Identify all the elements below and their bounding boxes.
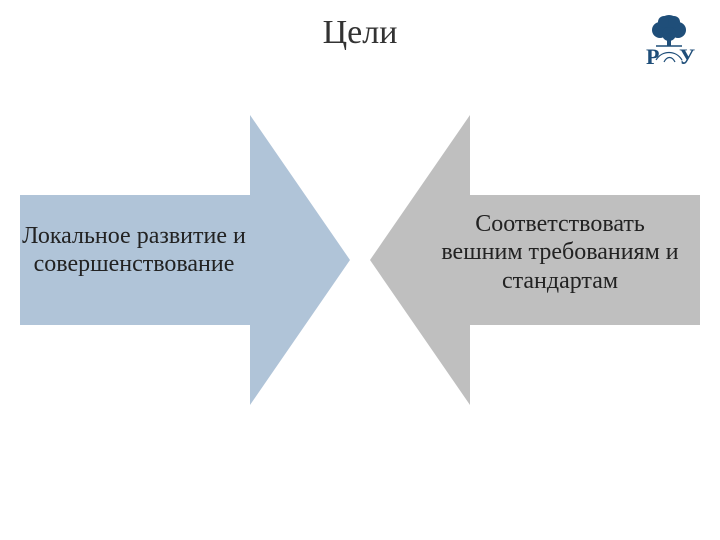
tree-icon bbox=[652, 15, 686, 46]
right-arrow-label: Соответствовать вешним требованиям и ста… bbox=[440, 210, 680, 295]
goals-diagram: Локальное развитие и совершенствование С… bbox=[0, 100, 720, 420]
left-arrow-label: Локальное развитие и совершенствование bbox=[14, 222, 254, 279]
svg-text:Р: Р bbox=[646, 44, 659, 69]
svg-text:У: У bbox=[679, 44, 695, 69]
university-logo: Р У bbox=[636, 10, 702, 70]
page-title: Цели bbox=[0, 0, 720, 52]
